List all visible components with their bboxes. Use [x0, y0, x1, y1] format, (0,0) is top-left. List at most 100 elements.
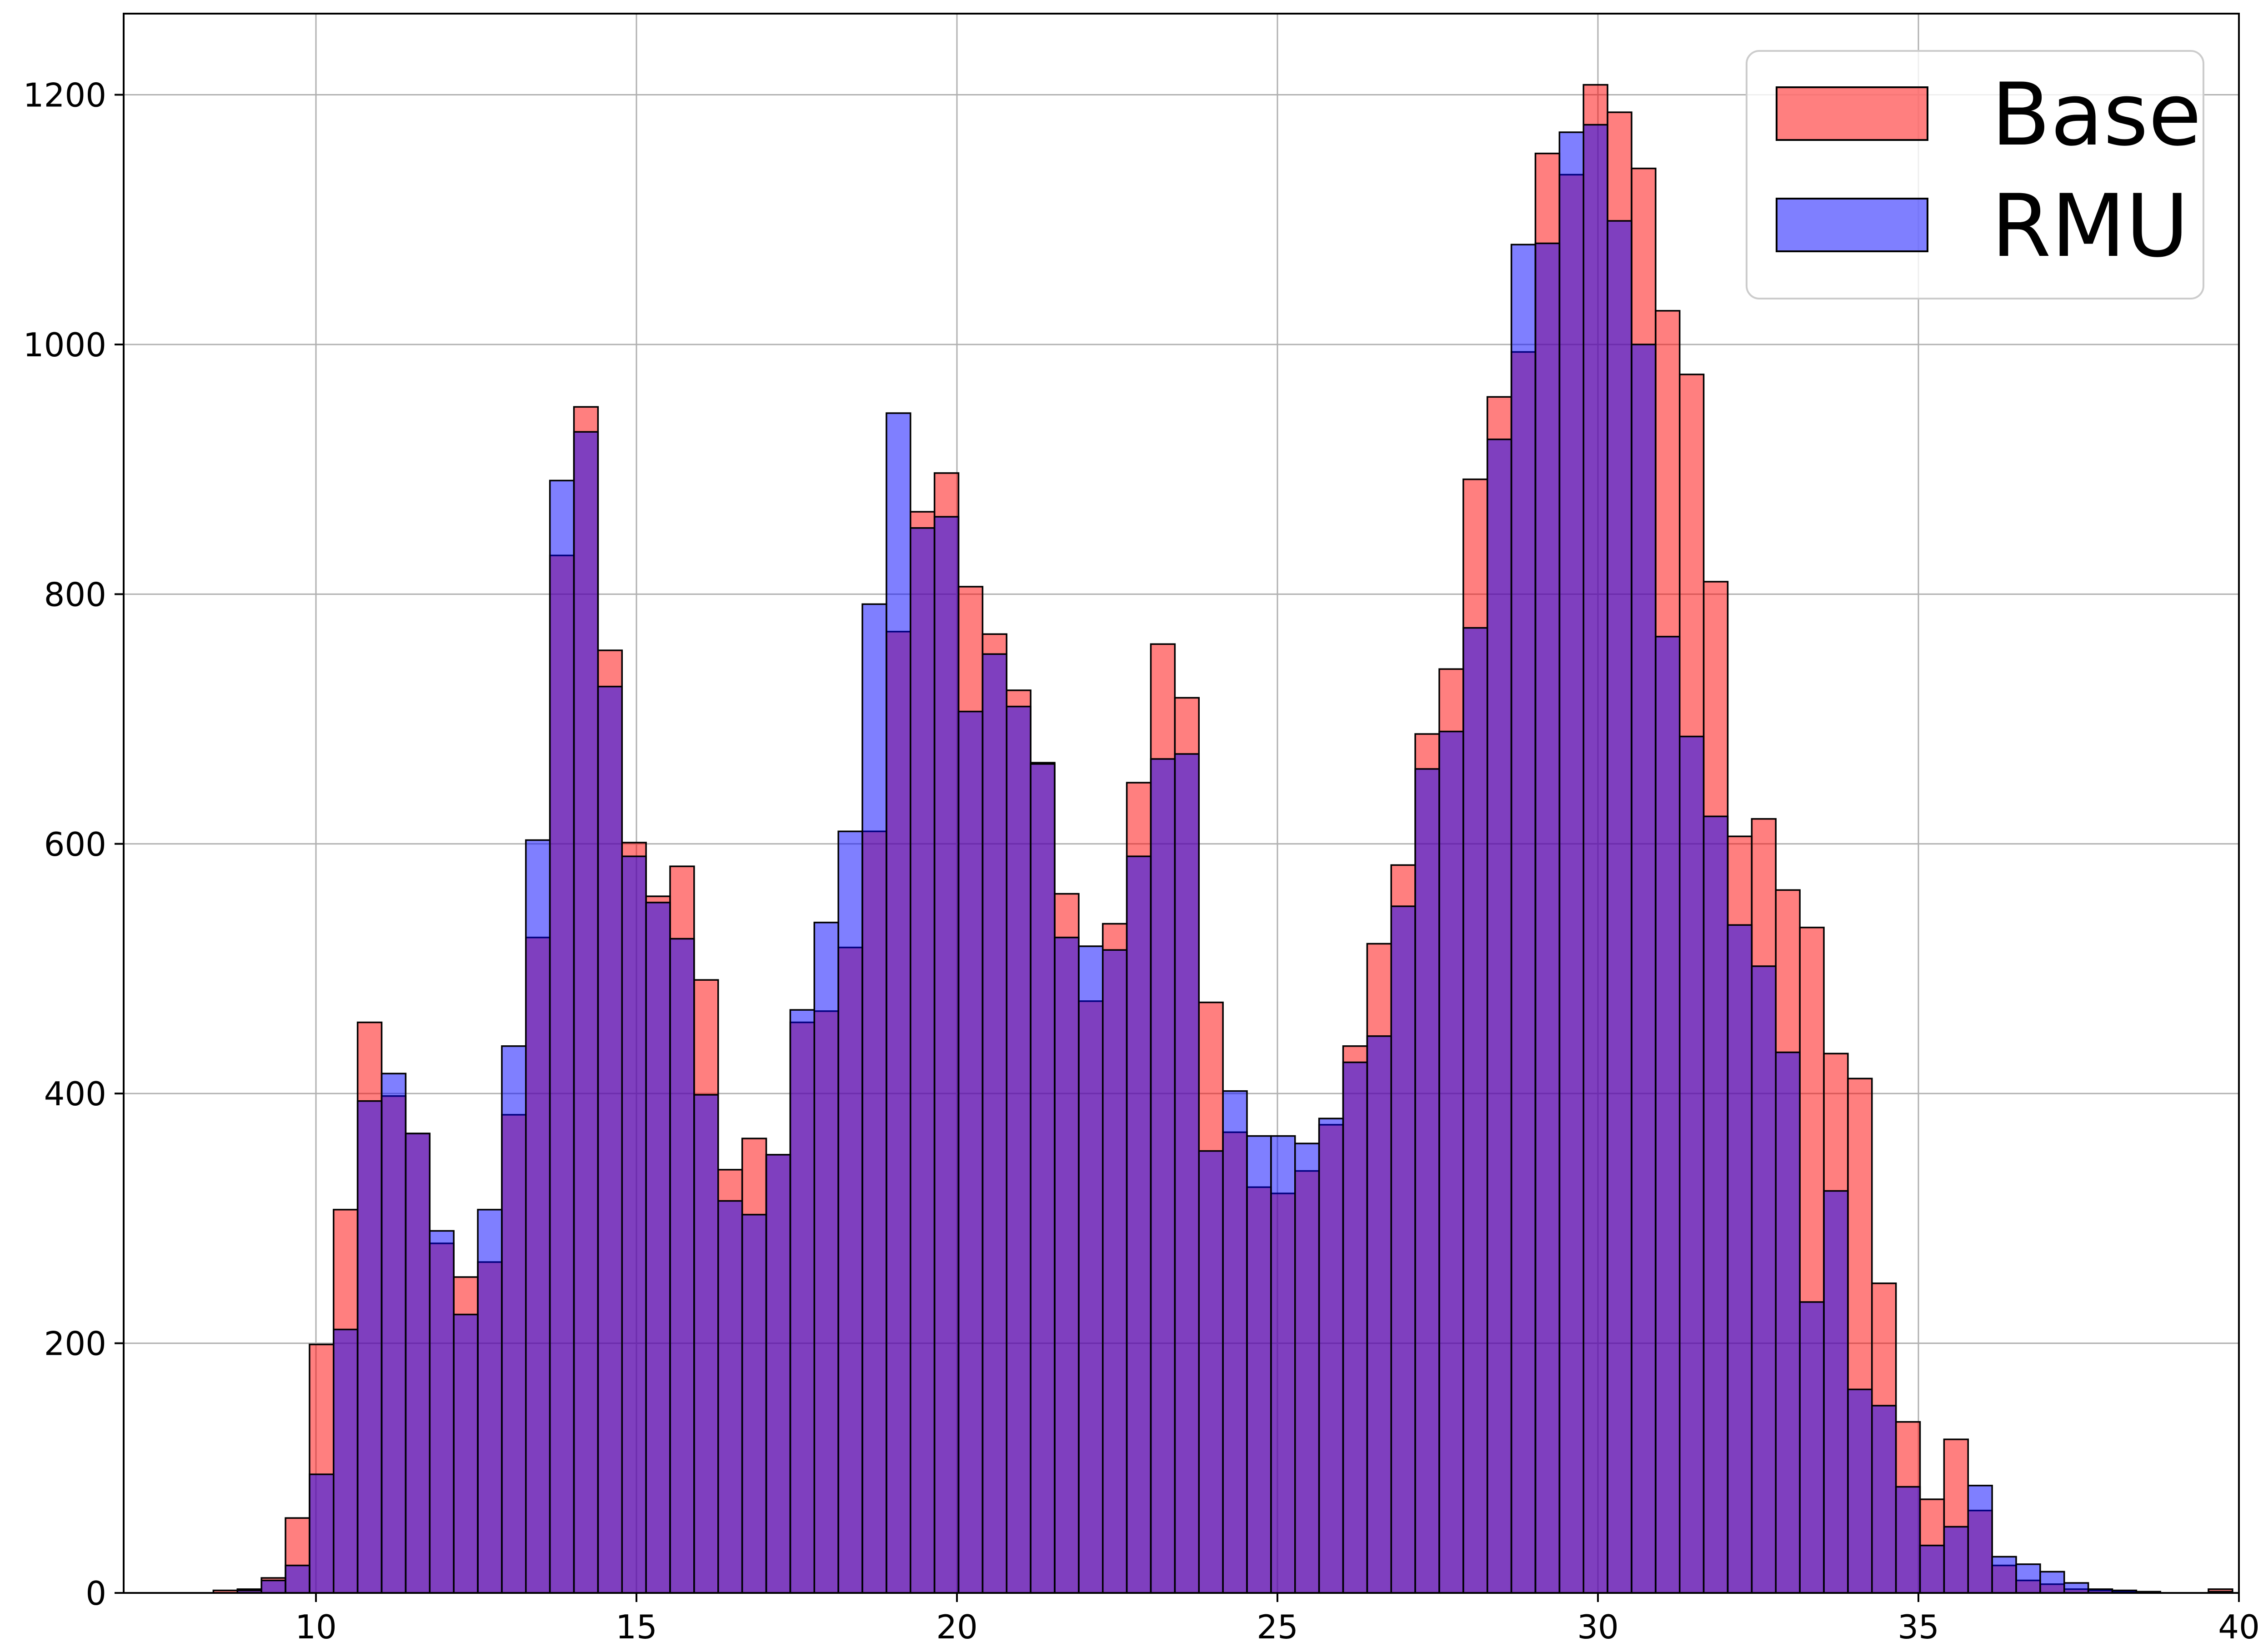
x-tick-label: 35 — [1898, 1608, 1939, 1646]
histogram-bar-rmu — [2015, 1563, 2041, 1594]
histogram-bar-rmu — [1487, 438, 1512, 1594]
histogram-bar-rmu — [1727, 924, 1753, 1594]
histogram-bar-rmu — [1679, 735, 1705, 1594]
histogram-bar-rmu — [1919, 1544, 1945, 1594]
histogram-bar-rmu — [1871, 1405, 1897, 1594]
histogram-bar-rmu — [789, 1009, 816, 1594]
histogram-bar-rmu — [1751, 965, 1777, 1594]
histogram-bar-rmu — [1534, 242, 1561, 1594]
histogram-bar-rmu — [1342, 1061, 1368, 1594]
histogram-bar-rmu — [1054, 937, 1080, 1594]
histogram-bar-rmu — [1030, 763, 1056, 1594]
histogram-bar-rmu — [1390, 905, 1416, 1594]
histogram-bar-rmu — [381, 1073, 407, 1594]
histogram-bar-rmu — [525, 839, 551, 1594]
histogram-bar-rmu — [957, 710, 984, 1594]
x-tick-label: 15 — [616, 1608, 657, 1646]
histogram-bar-rmu — [1150, 758, 1176, 1594]
legend-swatch-rmu — [1776, 198, 1928, 252]
histogram-bar-rmu — [1943, 1526, 1969, 1594]
histogram-bar-rmu — [910, 527, 936, 1594]
histogram-bar-rmu — [1462, 627, 1488, 1594]
histogram-bar-rmu — [1414, 768, 1440, 1594]
histogram-bar-rmu — [1318, 1118, 1344, 1594]
histogram-bar-rmu — [333, 1328, 359, 1594]
x-tick-label: 25 — [1257, 1608, 1298, 1646]
histogram-bar-rmu — [886, 412, 911, 1594]
y-tick-label: 1000 — [23, 326, 106, 364]
histogram-bar-rmu — [1655, 636, 1681, 1594]
histogram-bar-rmu — [477, 1208, 503, 1594]
histogram-bar-rmu — [1438, 730, 1464, 1594]
histogram-bar-rmu — [765, 1154, 791, 1594]
histogram-bar-rmu — [813, 922, 839, 1594]
x-tick-label: 40 — [2218, 1608, 2258, 1646]
legend: Base RMU — [1746, 50, 2204, 299]
histogram-bar-rmu — [645, 902, 671, 1594]
legend-swatch-base — [1776, 86, 1928, 141]
histogram-bar-rmu — [861, 603, 887, 1594]
histogram-bar-rmu — [933, 516, 960, 1594]
x-tick-label: 10 — [295, 1608, 337, 1646]
histogram-bar-rmu — [1174, 753, 1200, 1594]
y-tick-label: 800 — [44, 575, 106, 614]
histogram-bar-rmu — [1895, 1486, 1921, 1594]
histogram-bar-rmu — [1006, 705, 1031, 1594]
y-tick-label: 200 — [44, 1325, 106, 1363]
histogram-bar-rmu — [1702, 815, 1729, 1594]
histogram-bar-rmu — [309, 1473, 335, 1594]
histogram-bar-rmu — [1198, 1150, 1224, 1594]
y-tick-label: 1200 — [23, 76, 106, 115]
histogram-bar-rmu — [1558, 131, 1585, 1594]
legend-label-rmu: RMU — [1991, 176, 2189, 276]
histogram-bar-rmu — [1799, 1301, 1825, 1594]
histogram-bar-rmu — [501, 1045, 527, 1594]
histogram-bar-rmu — [285, 1564, 310, 1594]
histogram-bar-rmu — [1967, 1485, 1993, 1594]
histogram-bar-rmu — [597, 685, 623, 1594]
histogram-bar-rmu — [693, 1094, 719, 1594]
histogram-bar-rmu — [1582, 124, 1608, 1594]
histogram-bar-rmu — [621, 855, 647, 1594]
legend-label-base: Base — [1991, 65, 2202, 165]
histogram-bar-rmu — [260, 1579, 286, 1594]
histogram-bar-rmu — [356, 1100, 383, 1594]
histogram-bar-rmu — [2063, 1582, 2089, 1594]
histogram-bar-rmu — [1366, 1035, 1392, 1594]
y-tick-label: 600 — [44, 825, 106, 863]
histogram-bar-rmu — [741, 1213, 767, 1594]
y-tick-label: 0 — [85, 1574, 106, 1612]
histogram-bar-rmu — [573, 431, 599, 1594]
bars — [212, 84, 2233, 1594]
histogram-bar-rmu — [429, 1230, 455, 1594]
histogram-bar-rmu — [1102, 949, 1128, 1594]
histogram-bar-rmu — [2039, 1571, 2065, 1594]
histogram-bar-rmu — [1631, 344, 1657, 1594]
histogram-bar-rmu — [1246, 1135, 1272, 1594]
histogram-bar-rmu — [1847, 1388, 1873, 1594]
y-tick-label: 400 — [44, 1075, 106, 1113]
histogram-bar-rmu — [1078, 945, 1104, 1594]
plot-frame — [123, 13, 2240, 1594]
x-tick-label: 20 — [936, 1608, 978, 1646]
histogram-bar-rmu — [1510, 244, 1537, 1594]
histogram-bar-rmu — [717, 1200, 743, 1594]
histogram-bar-rmu — [549, 479, 575, 1594]
histogram-bar-rmu — [1823, 1190, 1849, 1594]
histogram-bar-rmu — [1294, 1143, 1320, 1594]
histogram-bar-rmu — [669, 938, 695, 1594]
histogram-bar-rmu — [1222, 1090, 1248, 1594]
histogram-bar-rmu — [837, 830, 863, 1594]
histogram-bar-rmu — [1270, 1135, 1296, 1594]
histogram-bar-rmu — [1607, 220, 1632, 1594]
histogram-bar-rmu — [981, 653, 1008, 1594]
histogram-bar-rmu — [405, 1133, 431, 1594]
histogram-bar-rmu — [453, 1313, 479, 1594]
histogram-bar-rmu — [1991, 1556, 2017, 1594]
histogram-bar-rmu — [1775, 1051, 1801, 1594]
x-tick-label: 30 — [1577, 1608, 1619, 1646]
histogram-bar-rmu — [1126, 855, 1152, 1594]
